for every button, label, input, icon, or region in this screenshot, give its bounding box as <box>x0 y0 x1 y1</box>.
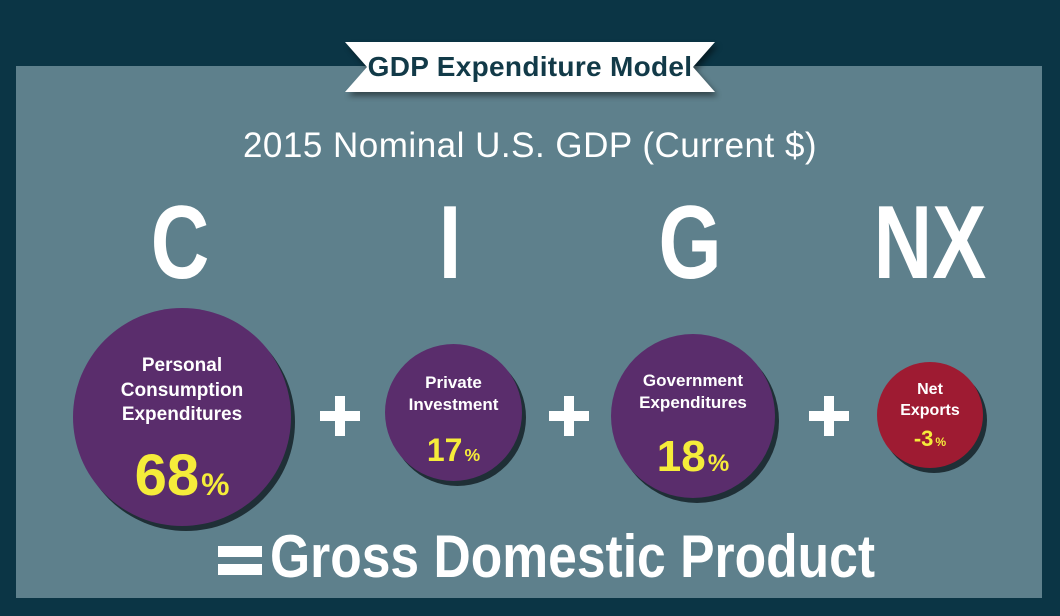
net-exports-label: Net Exports <box>877 380 983 422</box>
consumption-label-line: Personal <box>141 355 223 376</box>
consumption-label-line: Expenditures <box>121 404 243 426</box>
circle-government: Government Expenditures 18% <box>611 334 775 498</box>
result-label: Gross Domestic Product <box>270 523 876 590</box>
investment-label-line: Investment <box>408 395 499 415</box>
investment-percent: 17% <box>385 432 522 469</box>
letter-c: C <box>150 185 210 301</box>
net-exports-percent: -3% <box>877 426 983 452</box>
plus-icon <box>320 396 360 436</box>
letter-nx: NX <box>873 185 987 301</box>
title-banner: GDP Expenditure Model <box>345 40 715 94</box>
consumption-value: 68 <box>134 443 200 508</box>
investment-value: 17 <box>426 432 463 468</box>
investment-label: Private Investment <box>385 372 522 416</box>
government-label: Government Expenditures <box>611 370 775 414</box>
equals-icon <box>218 540 262 578</box>
percent-sign: % <box>464 445 481 465</box>
plus-icon <box>809 396 849 436</box>
investment-label-line: Private <box>425 373 482 392</box>
circle-net-exports: Net Exports -3% <box>877 362 983 468</box>
letter-g: G <box>658 185 722 301</box>
net-exports-label-line: Net <box>917 381 943 398</box>
percent-sign: % <box>201 466 230 502</box>
circle-investment: Private Investment 17% <box>385 344 522 481</box>
net-exports-value: -3 <box>913 426 934 451</box>
consumption-percent: 68% <box>73 442 291 509</box>
government-percent: 18% <box>611 432 775 482</box>
government-label-line: Government <box>642 371 744 390</box>
subtitle: 2015 Nominal U.S. GDP (Current $) <box>242 126 818 165</box>
net-exports-label-line: Exports <box>900 401 960 419</box>
circle-consumption: Personal Consumption Expenditures 68% <box>73 308 291 526</box>
percent-sign: % <box>935 435 947 449</box>
plus-icon <box>549 396 589 436</box>
consumption-label-line: Consumption <box>120 379 244 401</box>
banner-title: GDP Expenditure Model <box>367 51 693 82</box>
government-value: 18 <box>656 432 706 481</box>
letter-i: I <box>438 185 462 301</box>
percent-sign: % <box>707 450 730 477</box>
government-label-line: Expenditures <box>639 393 747 413</box>
consumption-label: Personal Consumption Expenditures <box>73 354 291 428</box>
